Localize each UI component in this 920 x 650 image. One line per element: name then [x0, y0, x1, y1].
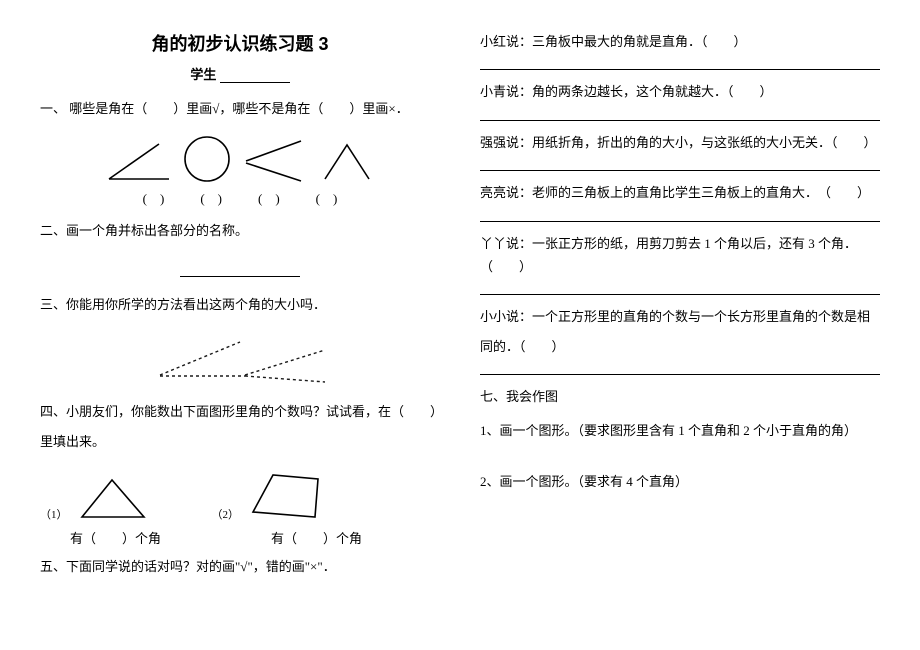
shape-caret — [317, 139, 377, 184]
count-2: 有（ ）个角 — [271, 528, 362, 547]
q1-parens: ( ) ( ) ( ) ( ) — [40, 188, 440, 207]
rule — [480, 69, 880, 70]
rule — [480, 294, 880, 295]
paren: ( ) — [258, 188, 280, 207]
rule — [480, 221, 880, 222]
q3-figure — [40, 330, 440, 390]
q5-text: 五、下面同学说的话对吗？对的画"√"，错的画"×"． — [40, 555, 440, 578]
rule — [480, 374, 880, 375]
stmt-5: 丫丫说：一张正方形的纸，用剪刀剪去 1 个角以后，还有 3 个角．（ ） — [480, 232, 880, 279]
q4-text-a: 四、小朋友们，你能数出下面图形里角的个数吗？试试看，在（ ） — [40, 400, 440, 423]
paren: ( ) — [143, 188, 165, 207]
quad-2 — [243, 467, 328, 522]
paren: ( ) — [200, 188, 222, 207]
rule — [480, 120, 880, 121]
q1-text: 一、 哪些是角在（ ）里画√，哪些不是角在（ ）里画×． — [40, 97, 440, 120]
q2-text: 二、画一个角并标出各部分的名称。 — [40, 219, 440, 242]
triangle-1 — [72, 472, 152, 522]
q2-blank — [40, 261, 440, 277]
q4-text-b: 里填出来。 — [40, 430, 440, 453]
fig1-label: （1） — [40, 506, 68, 522]
page-title: 角的初步认识练习题 3 — [40, 30, 440, 56]
stmt-3: 强强说：用纸折角，折出的角的大小，与这张纸的大小无关．（ ） — [480, 131, 880, 154]
shape-circle — [180, 134, 235, 184]
shape-angle — [104, 139, 174, 184]
student-blank — [220, 70, 290, 83]
count-1: 有（ ）个角 — [70, 528, 161, 547]
paren: ( ) — [316, 188, 338, 207]
stmt-2: 小青说：角的两条边越长，这个角就越大．（ ） — [480, 80, 880, 103]
student-label: 学生 — [190, 67, 216, 82]
q4-counts: 有（ ）个角 有（ ）个角 — [40, 528, 440, 547]
q4-figures: （1） （2） — [40, 467, 440, 522]
stmt-6a: 小小说：一个正方形里的直角的个数与一个长方形里直角的个数是相 — [480, 305, 880, 328]
q1-shapes — [40, 134, 440, 184]
q3-text: 三、你能用你所学的方法看出这两个角的大小吗． — [40, 293, 440, 316]
q7-text: 七、我会作图 — [480, 385, 880, 408]
fig2-label: （2） — [212, 506, 240, 522]
shape-open-lines — [241, 136, 311, 184]
rule — [480, 170, 880, 171]
stmt-4: 亮亮说：老师的三角板上的直角比学生三角板上的直角大． （ ） — [480, 181, 880, 204]
q7-2: 2、画一个图形。（要求有 4 个直角） — [480, 470, 880, 493]
student-line: 学生 — [40, 64, 440, 83]
q7-1: 1、画一个图形。（要求图形里含有 1 个直角和 2 个小于直角的角） — [480, 419, 880, 442]
stmt-1: 小红说：三角板中最大的角就是直角．（ ） — [480, 30, 880, 53]
stmt-6b: 同的．（ ） — [480, 335, 880, 358]
